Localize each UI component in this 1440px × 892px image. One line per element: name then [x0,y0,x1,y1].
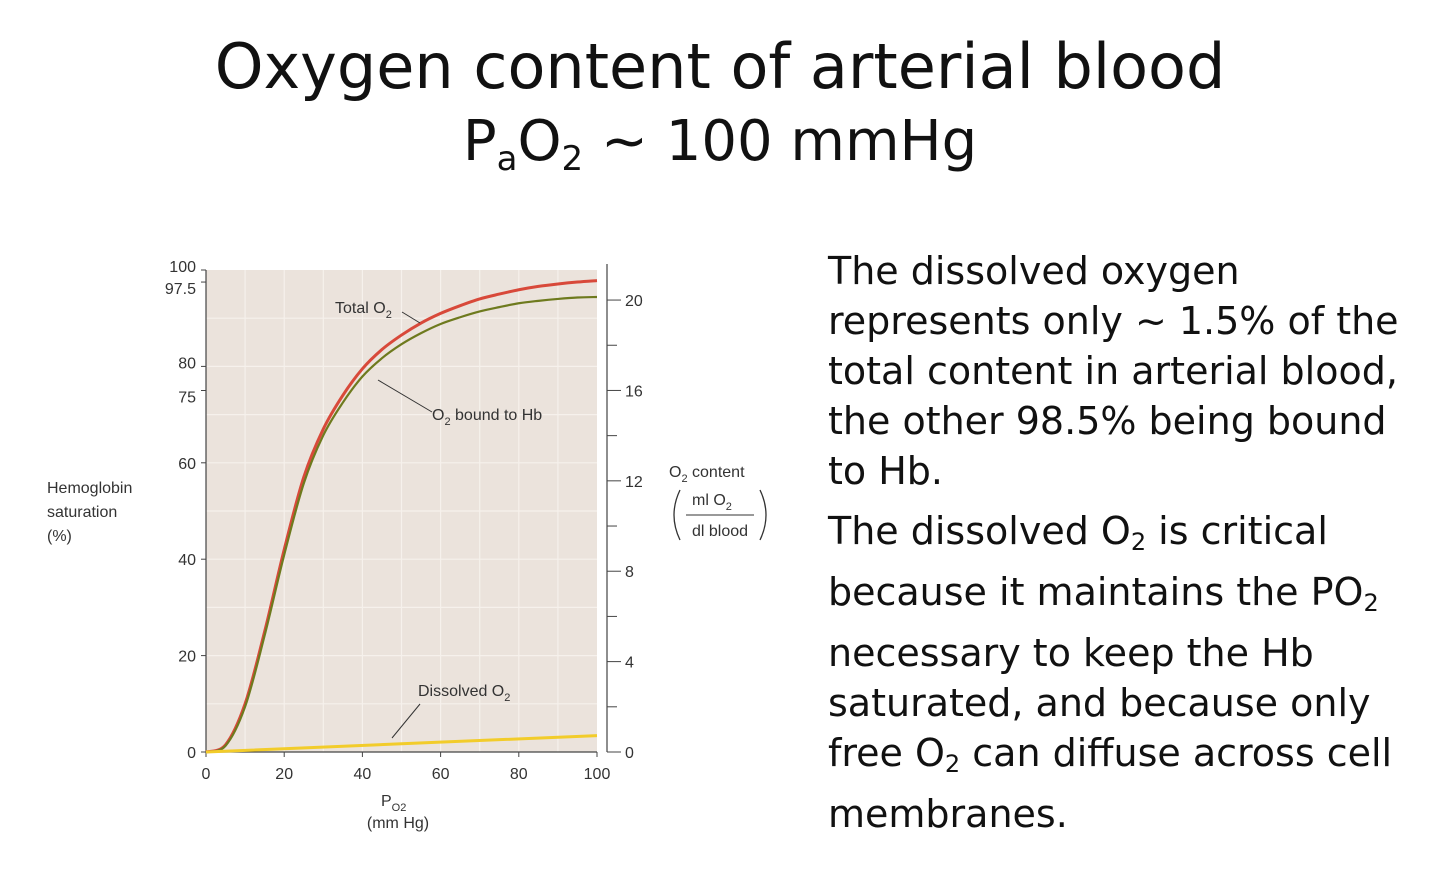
p2-part1: The dissolved O [828,509,1131,553]
y-tick-label: 40 [178,552,196,569]
p2-part4: can diffuse across cell membranes. [828,731,1393,836]
subtitle-o: O [517,109,562,174]
y2-tick-label: 16 [625,383,643,400]
label-o2-bound-to-hb: O2 bound to Hb [432,407,542,428]
slide-title: Oxygen content of arterial blood [214,30,1226,103]
x-tick-label: 0 [202,766,211,783]
y2-tick-label: 12 [625,474,643,491]
subtitle-p-sub: a [496,139,518,179]
explanation-paragraph-2: The dissolved O2 is critical because it … [828,506,1428,839]
y2-tick-label: 20 [625,293,643,310]
series-line-dissolved-o2 [205,734,598,754]
y2-unit-right-paren [759,489,767,541]
leader-line-total-o2 [401,311,421,324]
p2-sub2: 2 [1363,589,1379,617]
subtitle-o-sub: 2 [561,139,584,179]
y-tick-label: 20 [178,649,196,666]
leader-line-dissolved-o2 [391,703,421,739]
y-axis-label-line: Hemoglobin [47,480,132,497]
y-tick-label: 97.5 [165,281,196,298]
x-axis-label: PO2 [381,793,406,814]
oxygen-dissociation-chart: 0 20 40 60 80 100 0 20 40 60 75 80 97.5 100 0 4 8 12 16 20 T… [47,259,767,832]
subtitle-p: P [462,109,497,174]
slide-subtitle: PaO2 ~ 100 mmHg [0,108,1440,180]
y-tick-label: 0 [187,745,196,762]
subtitle-rest: ~ 100 mmHg [583,109,978,174]
x-tick-label: 40 [354,766,372,783]
y2-axis-unit-numerator: ml O2 [692,492,732,513]
explanation-text: The dissolved oxygen represents only ~ 1… [828,246,1428,849]
y-tick-label: 80 [178,355,196,372]
p2-sub3: 2 [944,750,961,778]
y-axis-label-line: (%) [47,528,72,545]
x-tick-label: 100 [584,766,611,783]
y2-axis-label: O2 content [669,464,745,485]
y2-tick-label: 4 [625,655,634,672]
y2-unit-left-paren [673,489,681,541]
y2-tick-label: 0 [625,745,634,762]
y2-axis-unit-denominator: dl blood [692,523,748,540]
p2-part2: is critical because it maintains the PO [828,509,1364,614]
x-tick-label: 60 [432,766,450,783]
series-line-o2-bound-to-hb [205,295,598,754]
y-tick-label: 60 [178,456,196,473]
y-tick-label: 100 [169,259,196,276]
label-dissolved-o2: Dissolved O2 [418,683,510,704]
explanation-paragraph-1: The dissolved oxygen represents only ~ 1… [828,249,1399,493]
x-axis-unit: (mm Hg) [367,815,429,832]
p2-part3: necessary to keep the Hb saturated, and … [828,631,1371,775]
x-tick-label: 80 [510,766,528,783]
leader-line-o2-bound [377,379,433,413]
y-axis-label-line: saturation [47,504,117,521]
label-total-o2: Total O2 [335,300,392,321]
y2-tick-label: 8 [625,564,634,581]
x-tick-label: 20 [275,766,293,783]
y-tick-label: 75 [178,390,196,407]
p2-sub1: 2 [1130,528,1147,556]
